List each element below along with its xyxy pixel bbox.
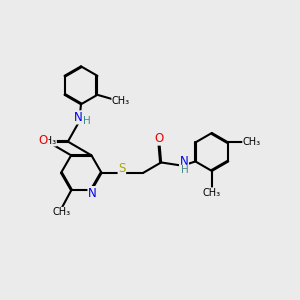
Text: N: N xyxy=(74,111,83,124)
Text: H: H xyxy=(83,116,90,126)
Text: CH₃: CH₃ xyxy=(53,207,71,218)
Text: CH₃: CH₃ xyxy=(203,188,221,198)
Text: N: N xyxy=(88,187,97,200)
Text: CH₃: CH₃ xyxy=(243,137,261,148)
Text: CH₃: CH₃ xyxy=(112,96,130,106)
Text: S: S xyxy=(118,162,126,175)
Text: H: H xyxy=(181,165,189,175)
Text: CH₃: CH₃ xyxy=(38,136,56,146)
Text: N: N xyxy=(180,155,188,168)
Text: O: O xyxy=(155,132,164,145)
Text: O: O xyxy=(39,134,48,147)
